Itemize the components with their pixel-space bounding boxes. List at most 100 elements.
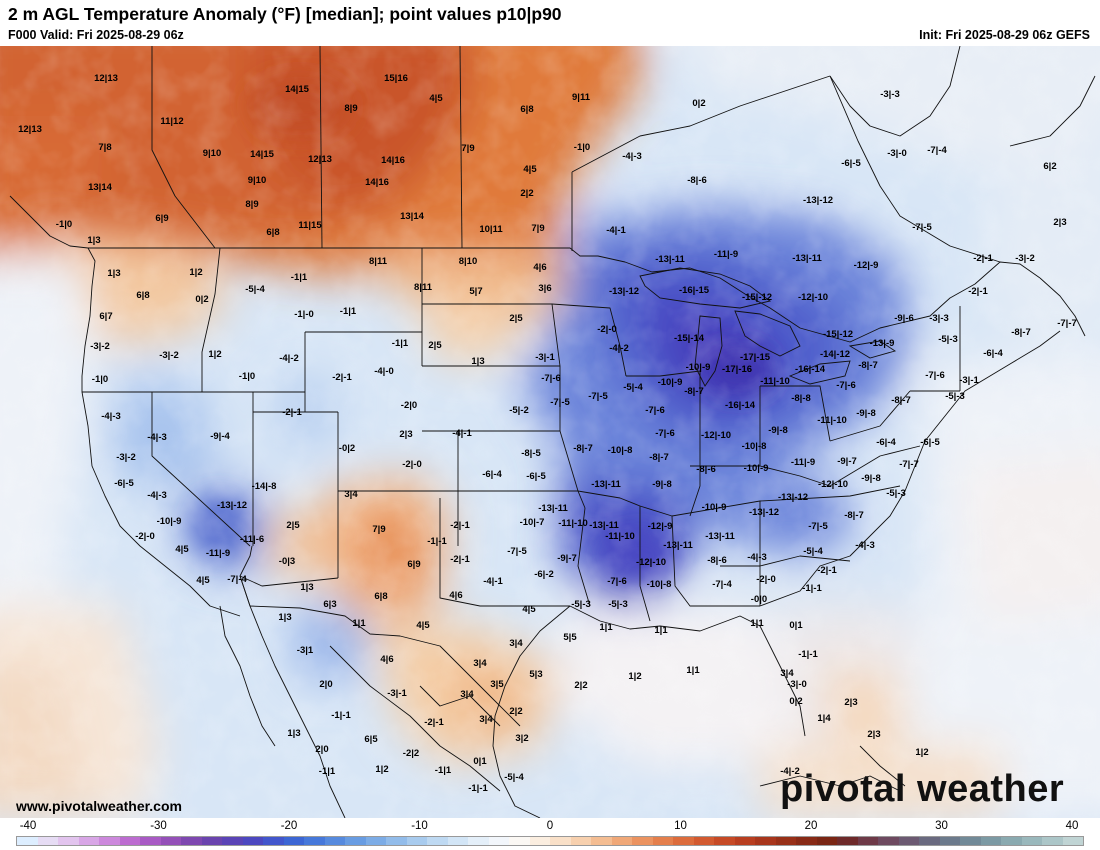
point-value-label: -7|-5: [912, 222, 932, 233]
colorbar-swatch: [263, 837, 284, 845]
point-value-label: -11|-10: [605, 531, 635, 542]
colorbar-swatch: [837, 837, 858, 845]
point-value-label: 2|5: [509, 313, 523, 324]
point-value-label: 4|6: [533, 262, 546, 273]
point-value-label: -10|-9: [686, 362, 711, 373]
point-value-label: 2|2: [509, 706, 522, 717]
point-value-label: 9|10: [248, 175, 267, 186]
point-value-label: 4|5: [416, 620, 430, 631]
point-value-label: 11|15: [298, 220, 322, 231]
colorbar-swatch: [857, 837, 878, 845]
point-value-label: -3|-1: [535, 352, 555, 363]
point-value-label: -2|-1: [332, 372, 352, 383]
point-value-label: -8|-7: [844, 510, 864, 521]
point-value-label: -4|-3: [147, 432, 167, 443]
colorbar-swatch: [816, 837, 837, 845]
point-value-label: -5|-4: [504, 772, 524, 783]
point-value-label: -11|-9: [791, 457, 815, 468]
point-value-label: -16|-14: [725, 400, 756, 411]
point-value-label: -11|-9: [206, 548, 230, 559]
point-value-label: 6|9: [155, 213, 168, 224]
point-value-label: -5|-4: [803, 546, 823, 557]
point-value-label: 1|1: [750, 618, 764, 629]
point-value-label: 14|16: [365, 177, 389, 188]
point-value-label: -5|-2: [509, 405, 529, 416]
point-value-label: 1|2: [915, 747, 928, 758]
colorbar-tick-label: -10: [411, 820, 428, 832]
point-value-label: 3|2: [515, 733, 528, 744]
point-value-label: -16|-15: [679, 285, 710, 296]
point-value-label: -1|-1: [802, 583, 822, 594]
colorbar-swatch: [99, 837, 120, 845]
point-value-label: -8|-8: [791, 393, 811, 404]
point-value-label: -11|-6: [240, 534, 264, 545]
point-value-label: 1|1: [654, 625, 668, 636]
point-value-label: -2|0: [401, 400, 417, 411]
point-value-label: 2|0: [319, 679, 332, 690]
point-value-label: -7|-6: [655, 428, 675, 439]
point-value-label: -2|-0: [597, 324, 617, 335]
point-value-label: -8|-7: [649, 452, 669, 463]
colorbar-swatch: [304, 837, 325, 845]
point-value-label: 0|1: [473, 756, 487, 767]
point-value-label: -13|-11: [538, 503, 568, 514]
site-url[interactable]: www.pivotalweather.com: [16, 798, 182, 814]
point-value-label: 5|3: [529, 669, 542, 680]
point-value-label: -4|-3: [855, 540, 875, 551]
point-value-label: -13|-12: [778, 492, 808, 503]
point-value-label: -15|-12: [742, 292, 772, 303]
point-value-label: 7|9: [461, 143, 474, 154]
point-value-label: -3|-1: [959, 375, 979, 386]
colorbar-swatch: [509, 837, 530, 845]
point-value-label: -9|-6: [894, 313, 914, 324]
point-value-label: -7|-4: [227, 574, 247, 585]
colorbar-swatch: [652, 837, 673, 845]
point-value-label: -4|-3: [747, 552, 767, 563]
point-value-label: -6|-5: [526, 471, 546, 482]
colorbar-swatch: [919, 837, 940, 845]
point-value-label: 14|15: [250, 149, 275, 160]
colorbar-swatch: [345, 837, 366, 845]
point-value-label: -13|-12: [217, 500, 247, 511]
point-value-label: -6|-2: [534, 569, 554, 580]
colorbar-swatch: [714, 837, 735, 845]
colorbar-tick-label: 0: [546, 820, 554, 832]
point-value-label: 1|3: [300, 582, 313, 593]
point-value-label: 6|2: [1043, 161, 1056, 172]
colorbar-tick-label: 10: [674, 820, 687, 832]
point-value-label: -8|-5: [521, 448, 541, 459]
colorbar-swatch: [796, 837, 817, 845]
point-value-label: 4|5: [523, 164, 537, 175]
point-value-label: -4|-3: [147, 490, 167, 501]
point-value-label: 7|8: [98, 142, 111, 153]
point-value-label: -7|-5: [808, 521, 828, 532]
map-canvas: 12|13 12|13 7|8 13|14 11|12 9|10 14|15 9|10 8|9 6…: [0, 46, 1100, 818]
point-value-label: 12|13: [18, 124, 42, 135]
colorbar-swatch: [898, 837, 919, 845]
point-value-label: 13|14: [88, 182, 113, 193]
point-value-label: 3|4: [460, 689, 474, 700]
point-value-label: -4|-1: [483, 576, 503, 587]
point-value-label: 10|11: [479, 224, 503, 235]
colorbar-swatch: [960, 837, 981, 845]
point-value-label: 0|2: [789, 696, 802, 707]
point-value-label: -1|-1: [798, 649, 818, 660]
point-value-label: -4|-3: [622, 151, 642, 162]
point-value-label: -9|-8: [856, 408, 876, 419]
point-value-label: -2|-1: [450, 554, 470, 565]
point-value-label: 4|5: [196, 575, 210, 586]
colorbar-swatch: [1042, 837, 1063, 845]
point-value-label: -13|-12: [749, 507, 779, 518]
point-value-label: -5|-3: [886, 488, 906, 499]
point-value-label: -9|-7: [557, 553, 577, 564]
map-header: 2 m AGL Temperature Anomaly (°F) [median…: [0, 0, 1100, 46]
point-value-label: -10|-8: [742, 441, 767, 452]
point-value-label: -3|-1: [387, 688, 407, 699]
point-value-label: -16|-14: [795, 364, 826, 375]
point-value-label: 3|4: [780, 668, 794, 679]
point-value-label: -12|-9: [648, 521, 673, 532]
point-value-label: -10|-9: [744, 463, 769, 474]
colorbar-swatch: [1062, 837, 1083, 845]
colorbar-swatch: [386, 837, 407, 845]
point-value-label: 6|5: [364, 734, 378, 745]
